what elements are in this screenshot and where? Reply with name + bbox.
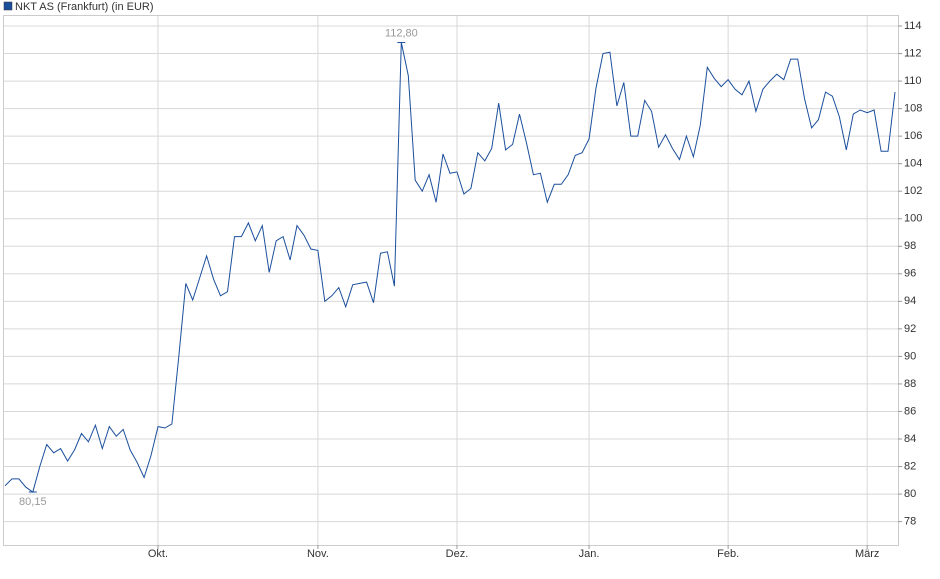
- plot-frame: [3, 15, 899, 546]
- y-tick-label: 96: [904, 268, 916, 280]
- y-tick-label: 110: [904, 75, 922, 87]
- y-tick-label: 82: [904, 460, 916, 472]
- y-tick-label: 78: [904, 516, 916, 528]
- y-tick-label: 106: [904, 130, 922, 142]
- y-tick-label: 108: [904, 103, 922, 115]
- y-tick-label: 86: [904, 405, 916, 417]
- value-label: 112,80: [385, 27, 418, 39]
- y-tick-label: 112: [904, 47, 922, 59]
- x-tick-label: Nov.: [307, 548, 329, 560]
- y-tick-label: 92: [904, 323, 916, 335]
- y-tick-label: 104: [904, 158, 922, 170]
- y-tick-label: 80: [904, 488, 916, 500]
- x-tick-label: Dez.: [446, 548, 469, 560]
- y-tick-label: 114: [904, 20, 922, 32]
- price-line: [4, 42, 896, 493]
- y-tick-label: 98: [904, 240, 916, 252]
- y-tick-label: 100: [904, 213, 922, 225]
- legend-swatch: [3, 1, 13, 11]
- y-tick-label: 102: [904, 185, 922, 197]
- x-tick-label: Okt.: [148, 548, 168, 560]
- x-tick-label: Jan.: [579, 548, 600, 560]
- legend-label: NKT AS (Frankfurt) (in EUR): [15, 1, 154, 13]
- x-tick-label: Feb.: [717, 548, 739, 560]
- y-tick-label: 84: [904, 433, 916, 445]
- y-tick-label: 88: [904, 378, 916, 390]
- x-tick-label: März: [855, 548, 879, 560]
- y-tick-label: 94: [904, 295, 916, 307]
- value-label: 80,15: [19, 496, 47, 508]
- y-tick-label: 90: [904, 350, 916, 362]
